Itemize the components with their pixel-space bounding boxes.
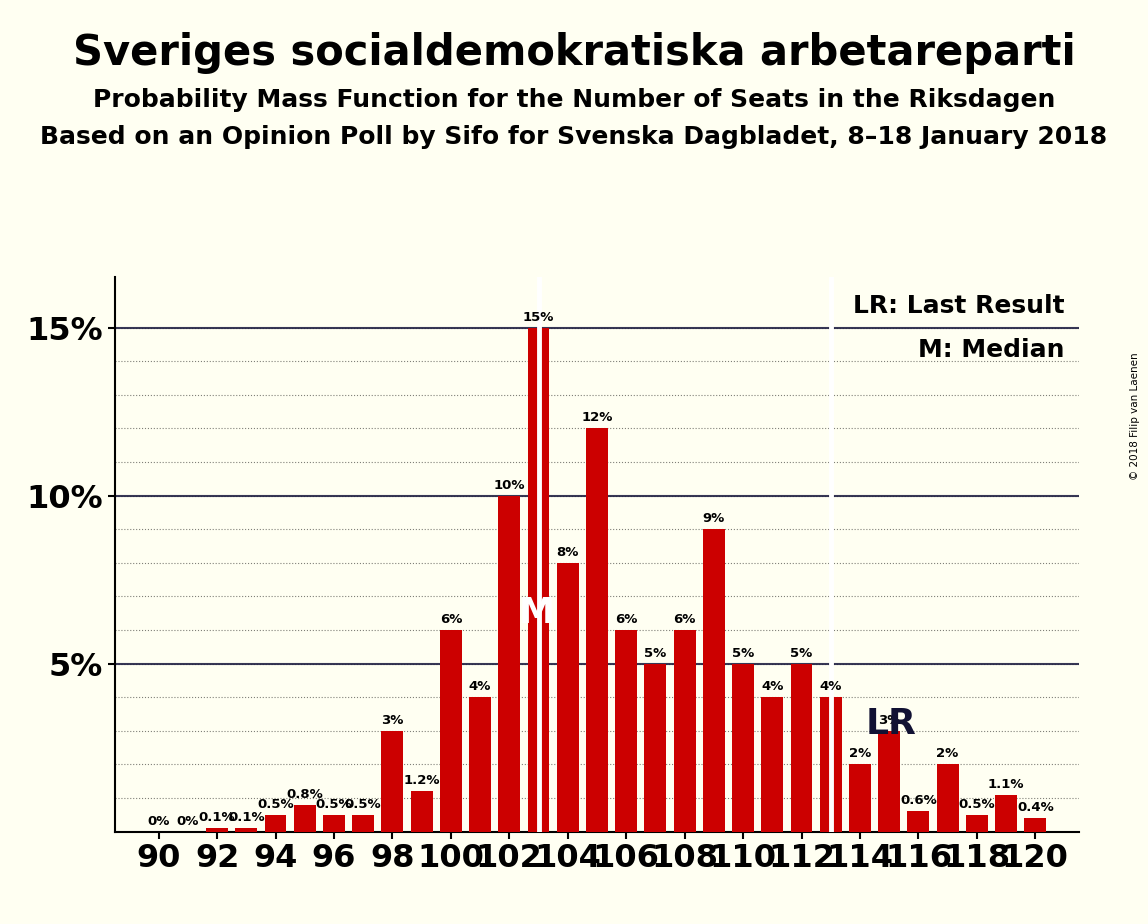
Bar [470,698,491,832]
Bar [791,663,813,832]
Bar [235,828,257,832]
Bar [1024,818,1046,832]
Text: 6%: 6% [674,613,696,626]
Text: 1.2%: 1.2% [403,774,440,787]
Bar [965,815,987,832]
Bar [381,731,403,832]
Text: Sveriges socialdemokratiska arbetareparti: Sveriges socialdemokratiska arbetarepart… [72,32,1076,74]
Bar [644,663,666,832]
Text: 4%: 4% [761,680,783,693]
Text: M: M [519,596,554,630]
Bar [264,815,287,832]
Bar [850,764,871,832]
Bar [411,791,433,832]
Bar [498,495,520,832]
Bar [528,328,550,832]
Text: © 2018 Filip van Laenen: © 2018 Filip van Laenen [1130,352,1140,480]
Text: 10%: 10% [494,479,525,492]
Bar [820,698,841,832]
Bar [674,630,696,832]
Text: 2%: 2% [848,748,871,760]
Text: 9%: 9% [703,512,726,525]
Bar [585,429,608,832]
Bar [937,764,959,832]
Text: 0%: 0% [147,815,170,828]
Bar [352,815,374,832]
Text: 1.1%: 1.1% [987,778,1024,791]
Text: 0%: 0% [177,815,199,828]
Text: 5%: 5% [790,647,813,660]
Text: M: Median: M: Median [918,338,1064,362]
Bar [615,630,637,832]
Bar [323,815,344,832]
Text: 0.1%: 0.1% [199,811,235,824]
Bar [761,698,783,832]
Bar [294,805,316,832]
Text: 15%: 15% [522,310,554,323]
Bar [995,795,1017,832]
Text: Probability Mass Function for the Number of Seats in the Riksdagen: Probability Mass Function for the Number… [93,88,1055,112]
Text: 0.6%: 0.6% [900,795,937,808]
Text: 5%: 5% [644,647,667,660]
Text: 3%: 3% [381,713,404,727]
Text: 0.5%: 0.5% [316,797,352,810]
Text: 6%: 6% [440,613,461,626]
Text: 6%: 6% [615,613,637,626]
Text: 0.5%: 0.5% [344,797,381,810]
Text: 0.5%: 0.5% [959,797,995,810]
Bar [907,811,930,832]
Bar [557,563,579,832]
Bar [207,828,228,832]
Text: LR: Last Result: LR: Last Result [853,294,1064,318]
Text: 0.5%: 0.5% [257,797,294,810]
Text: 3%: 3% [878,713,900,727]
Text: 12%: 12% [581,411,613,424]
Text: 8%: 8% [557,546,579,559]
Bar [703,529,724,832]
Bar [878,731,900,832]
Text: 5%: 5% [732,647,754,660]
Text: 0.8%: 0.8% [286,787,323,801]
Text: Based on an Opinion Poll by Sifo for Svenska Dagbladet, 8–18 January 2018: Based on an Opinion Poll by Sifo for Sve… [40,125,1108,149]
Text: LR: LR [866,707,916,741]
Text: 2%: 2% [937,748,959,760]
Bar [732,663,754,832]
Text: 0.1%: 0.1% [228,811,264,824]
Text: 4%: 4% [820,680,841,693]
Text: 4%: 4% [468,680,491,693]
Text: 0.4%: 0.4% [1017,801,1054,814]
Bar [440,630,461,832]
